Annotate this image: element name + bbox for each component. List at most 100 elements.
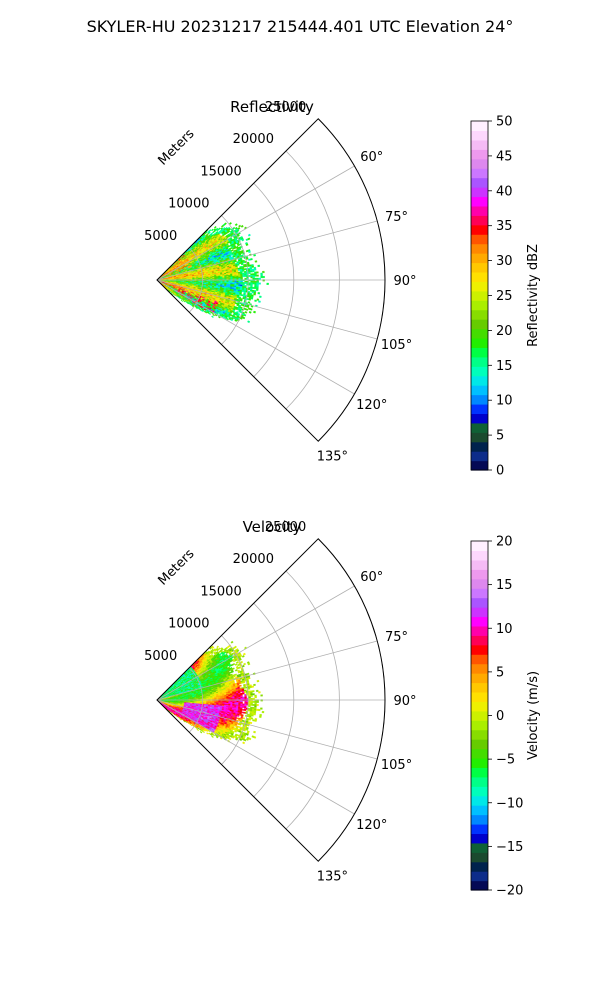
- echo-gate: [247, 237, 251, 241]
- echo-gate: [256, 274, 259, 277]
- echo-gate: [247, 288, 251, 291]
- theta-tick-label: 135°: [317, 449, 348, 464]
- theta-tick-label: 105°: [381, 338, 412, 353]
- colorbar-tick-label: 20: [496, 324, 513, 339]
- echo-gate: [258, 277, 261, 280]
- colorbar-band: [471, 347, 488, 358]
- echo-gate: [254, 271, 257, 274]
- echo-gate: [248, 283, 251, 286]
- echo-gate: [250, 258, 253, 261]
- echo-gate: [228, 276, 231, 278]
- echo-gate: [244, 311, 248, 314]
- colorbar-band: [471, 432, 488, 443]
- echo-gate: [238, 262, 242, 265]
- echo-gate: [234, 223, 238, 227]
- echo-gate: [217, 227, 221, 231]
- echo-gate: [217, 647, 221, 651]
- echo-gate: [247, 233, 251, 237]
- colorbar-band: [471, 205, 488, 216]
- echo-gate: [256, 280, 259, 283]
- echo-gate: [239, 293, 242, 296]
- azimuth-gridline: [156, 165, 355, 281]
- echo-gate: [252, 277, 255, 280]
- echo-gate: [239, 299, 243, 302]
- echo-gate: [236, 234, 240, 238]
- echo-gate: [262, 270, 265, 274]
- echo-gate: [253, 293, 256, 296]
- colorbar-tick-label: 10: [496, 394, 513, 409]
- colorbar-tick-label: 40: [496, 184, 513, 199]
- echo-gate: [230, 640, 234, 644]
- echo-gate: [208, 231, 211, 235]
- echo-gate: [242, 652, 246, 656]
- echo-gate: [232, 278, 235, 280]
- echo-gate: [212, 313, 216, 317]
- echo-gate: [240, 224, 244, 228]
- colorbar-band: [471, 139, 488, 150]
- echo-gate: [242, 275, 245, 278]
- colorbar-band: [471, 130, 488, 141]
- colorbar-band: [471, 196, 488, 207]
- colorbar-tick-label: 5: [496, 429, 504, 444]
- colorbar-band: [471, 149, 488, 160]
- echo-gate: [240, 280, 243, 283]
- echo-gate: [241, 269, 245, 272]
- echo-gate: [250, 270, 253, 273]
- echo-gate: [226, 280, 229, 283]
- colorbar-band: [471, 328, 488, 339]
- echo-gate: [251, 265, 255, 268]
- echo-gate: [248, 298, 251, 301]
- colorbar-band: [471, 319, 488, 330]
- echo-gate: [237, 269, 241, 271]
- echo-gate: [234, 277, 237, 279]
- echo-gate: [245, 257, 249, 260]
- colorbar-band: [471, 224, 488, 235]
- echo-gate: [247, 301, 251, 304]
- echo-gate: [241, 290, 245, 293]
- colorbar-band: [471, 168, 488, 179]
- echo-gate: [234, 275, 237, 278]
- echo-gate: [220, 276, 223, 278]
- echo-gate: [228, 222, 232, 225]
- r-tick-label: 15000: [200, 164, 241, 179]
- chart-title: Reflectivity: [230, 98, 314, 116]
- echo-gate: [254, 277, 257, 280]
- echo-gate: [255, 288, 259, 291]
- echo-gate: [208, 229, 212, 232]
- echo-gate: [258, 300, 261, 303]
- r-tick-label: 10000: [168, 197, 209, 212]
- echo-gate: [252, 282, 255, 285]
- echo-gate: [238, 224, 242, 228]
- echo-gate: [260, 274, 263, 277]
- r-tick-label: 20000: [233, 132, 274, 147]
- colorbar-tick-label: 15: [496, 359, 513, 374]
- chart-panel-reflectivity: Reflectivity500010000150002000025000Mete…: [144, 98, 541, 479]
- colorbar-band: [471, 177, 488, 188]
- echo-gate: [252, 280, 255, 283]
- azimuth-gridline: [156, 279, 355, 395]
- echo-gate: [222, 280, 225, 282]
- colorbar-band: [471, 441, 488, 452]
- theta-tick-label: 75°: [385, 210, 408, 225]
- echo-gate: [252, 273, 255, 276]
- colorbar-tick-label: 35: [496, 219, 513, 234]
- echo-gate: [236, 280, 239, 283]
- echo-gate: [254, 284, 257, 286]
- echo-gate: [244, 280, 247, 283]
- echo-gate: [236, 263, 240, 266]
- echo-gate: [252, 270, 255, 273]
- echo-gate: [256, 284, 259, 287]
- colorbar-band: [471, 394, 488, 405]
- colorbar-band: [471, 413, 488, 424]
- echo-gate: [258, 282, 261, 285]
- colorbar-band: [471, 422, 488, 433]
- colorbar-band: [471, 366, 488, 377]
- echo-gate: [240, 263, 244, 266]
- theta-tick-label: 90°: [393, 274, 416, 289]
- r-tick-label: 25000: [265, 100, 306, 115]
- colorbar-tick-label: 45: [496, 149, 513, 164]
- echo-gate: [236, 229, 240, 233]
- colorbar-band: [471, 281, 488, 292]
- colorbar-band: [471, 121, 488, 132]
